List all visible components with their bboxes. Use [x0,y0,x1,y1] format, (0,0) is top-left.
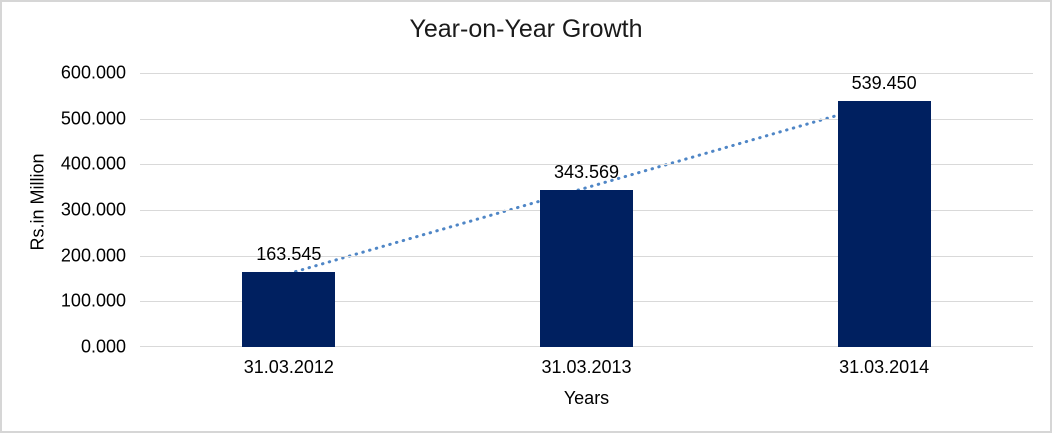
x-tick-label: 31.03.2012 [243,357,334,377]
gridline [140,164,1033,166]
gridline [140,73,1033,74]
y-tick-label: 0.000 [80,336,126,357]
x-axis-title: Years [563,388,610,408]
bar-data-label: 343.569 [553,162,620,183]
plot-area: 163.545 343.569 539.450 [140,73,1033,347]
x-tick-label: 31.03.2013 [541,357,632,377]
chart-title: Year-on-Year Growth [409,15,643,43]
y-tick-label: 500.000 [60,108,126,129]
y-tick-label: 400.000 [60,153,126,174]
bar-3 [837,100,931,347]
bar-data-label: 163.545 [256,244,322,265]
y-axis-tick-labels: 0.000 100.000 200.000 300.000 400.000 500.000… [2,63,126,357]
trendline-layer [287,100,886,276]
y-tick-label: 100.000 [60,290,126,311]
x-axis-tick-labels: 31.03.2012 31.03.2013 31.03.2014 [140,357,1033,381]
trendline [287,100,886,276]
bar-2 [540,190,633,347]
x-tick-label: 31.03.2014 [839,357,930,377]
y-tick-label: 200.000 [60,245,126,266]
gridline [140,118,1033,120]
y-tick-label: 600.000 [60,62,126,83]
bar-1 [242,272,336,347]
y-tick-label: 300.000 [60,199,126,220]
bar-data-label: 539.450 [851,72,917,93]
